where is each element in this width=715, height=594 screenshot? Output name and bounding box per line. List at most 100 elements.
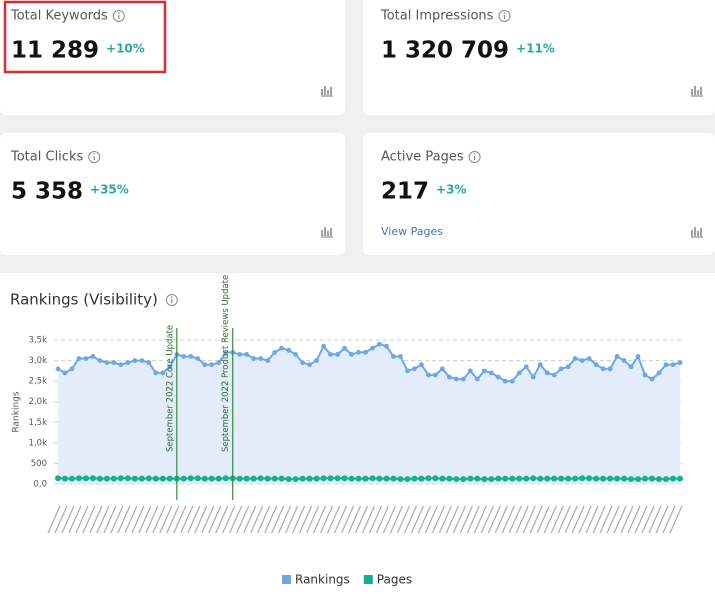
x-tick-label — [340, 505, 355, 534]
x-tick-label — [466, 505, 480, 534]
data-point — [523, 475, 530, 482]
data-point — [124, 475, 131, 482]
x-tick-label — [152, 505, 166, 534]
data-point — [167, 364, 173, 370]
data-point — [656, 370, 662, 376]
x-tick-label — [592, 505, 606, 534]
card-value: 217 — [381, 179, 429, 205]
x-tick-label — [389, 505, 403, 534]
info-icon — [112, 10, 125, 22]
data-point — [349, 352, 354, 357]
data-point — [474, 475, 481, 482]
data-point — [411, 475, 418, 482]
data-point — [586, 475, 593, 482]
data-point — [286, 347, 292, 353]
data-point — [383, 475, 390, 482]
y-tick-label: 3,0k — [29, 356, 48, 366]
data-point — [222, 475, 229, 482]
data-point — [488, 476, 495, 483]
x-tick-label — [333, 505, 348, 534]
x-tick-label — [648, 505, 662, 534]
data-point — [600, 475, 607, 482]
info-icon — [88, 151, 101, 163]
x-tick-label — [320, 505, 334, 534]
data-point — [460, 376, 466, 382]
data-point — [278, 475, 285, 482]
data-point — [509, 378, 515, 384]
x-tick-label — [292, 505, 306, 534]
x-tick-label — [480, 505, 494, 534]
x-tick-label — [327, 505, 341, 534]
data-point — [446, 374, 452, 380]
data-point — [76, 356, 82, 361]
data-point — [398, 354, 403, 359]
data-point — [614, 475, 621, 482]
x-tick-label — [613, 505, 627, 534]
x-tick-label — [222, 505, 236, 534]
data-point — [412, 366, 417, 372]
data-point — [195, 356, 201, 361]
x-tick-label — [536, 505, 550, 534]
card-value: 1 320 709 — [381, 38, 509, 64]
data-point — [355, 475, 362, 482]
data-point — [572, 356, 578, 361]
x-tick-label — [194, 505, 208, 534]
x-tick-label — [438, 505, 452, 534]
x-tick-label — [410, 505, 424, 534]
data-point — [432, 475, 439, 482]
x-tick-label — [606, 505, 620, 534]
data-point — [677, 360, 683, 366]
data-point — [279, 345, 285, 351]
card-value: 11 289 — [11, 38, 99, 64]
data-point — [621, 358, 627, 363]
legend-swatch — [363, 575, 373, 584]
data-point — [118, 362, 124, 368]
x-tick-label — [47, 505, 61, 534]
x-tick-label — [264, 505, 278, 534]
x-tick-label — [641, 505, 655, 534]
data-point — [558, 475, 565, 482]
data-point — [83, 356, 89, 361]
info-icon — [117, 12, 120, 14]
x-tick-label — [278, 505, 292, 534]
data-point — [321, 343, 326, 349]
x-tick-label — [96, 505, 110, 534]
data-point — [537, 475, 544, 482]
view-pages-link[interactable]: View Pages — [381, 225, 443, 238]
data-point — [244, 352, 250, 357]
data-point — [593, 362, 599, 368]
data-point — [89, 475, 96, 482]
y-tick-label: 2,0k — [29, 397, 48, 407]
x-tick-label — [131, 505, 145, 534]
card — [0, 0, 345, 115]
data-point — [390, 475, 397, 482]
x-tick-label — [459, 505, 473, 534]
data-point — [90, 354, 96, 359]
x-tick-label — [110, 505, 124, 534]
x-tick-label — [571, 505, 585, 534]
card-change: +11% — [516, 42, 555, 56]
card — [363, 0, 715, 115]
data-point — [614, 354, 620, 359]
x-tick-label — [382, 505, 397, 534]
info-icon — [503, 12, 506, 14]
data-point — [285, 476, 292, 483]
data-point — [335, 352, 340, 357]
data-point — [75, 475, 82, 482]
data-point — [516, 475, 523, 482]
x-tick-label — [585, 505, 599, 534]
data-point — [139, 358, 145, 363]
data-point — [272, 349, 278, 355]
x-tick-label — [550, 505, 564, 534]
data-point — [369, 475, 376, 482]
highlight-box — [3, 0, 167, 74]
x-tick-label — [236, 505, 250, 534]
data-point — [509, 475, 516, 482]
data-point — [544, 370, 550, 376]
card-change: +10% — [106, 42, 145, 56]
data-point — [593, 475, 600, 482]
card-title: Active Pages — [381, 150, 464, 165]
y-tick-label: 1,0k — [29, 438, 48, 448]
data-point — [125, 360, 131, 366]
x-tick-label — [229, 505, 243, 534]
